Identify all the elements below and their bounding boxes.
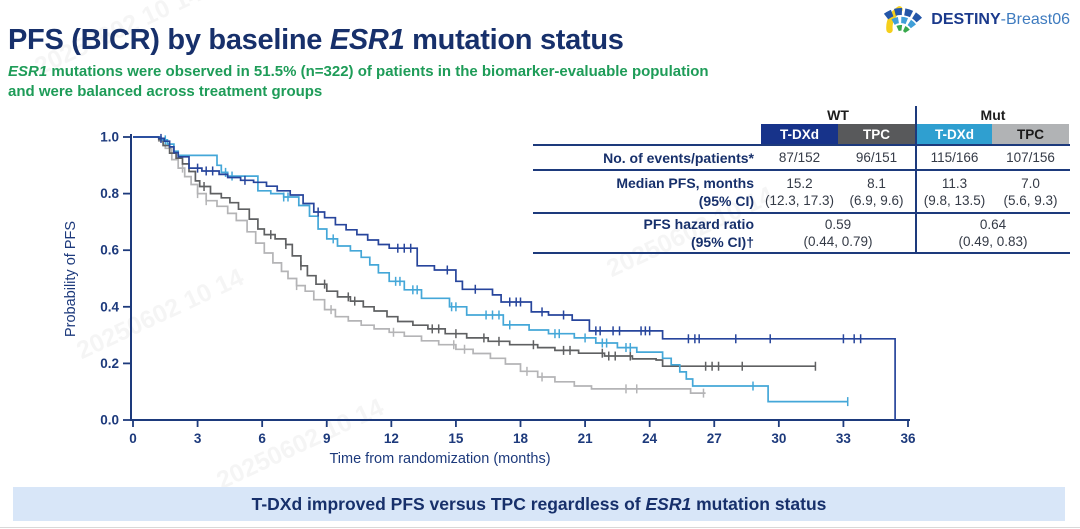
x-tick-label: 24	[642, 431, 658, 446]
page-title: PFS (BICR) by baseline ESR1 mutation sta…	[8, 24, 624, 57]
logo-text: DESTINY-Breast06	[931, 11, 1070, 29]
subtitle-gene: ESR1	[8, 63, 48, 80]
x-tick-label: 9	[323, 431, 331, 446]
x-tick-label: 3	[194, 431, 202, 446]
title-gene: ESR1	[329, 24, 405, 56]
banner-gene: ESR1	[645, 493, 692, 514]
km-curve-tpc-wt-	[133, 136, 816, 368]
subtitle-line2: and were balanced across treatment group…	[8, 83, 323, 100]
y-axis-title: Probability of PFS	[63, 221, 79, 337]
table-arm-header-wt-t-dxd: T-DXd	[761, 124, 838, 144]
table-row-label-median: Median PFS, months (95% CI)	[616, 174, 754, 209]
table-value-events-3: 107/156	[1006, 150, 1055, 165]
y-tick-label: 1.0	[100, 130, 119, 145]
table-arm-header-mut-t-dxd: T-DXd	[915, 124, 992, 144]
x-tick-label: 27	[707, 431, 722, 446]
x-tick-label: 21	[578, 431, 594, 446]
x-axis-title: Time from randomization (months)	[329, 451, 550, 467]
table-value-events-0: 87/152	[778, 150, 821, 165]
subtitle-line1: mutations were observed in 51.5% (n=322)…	[47, 63, 709, 80]
table-group-mut: Mut	[915, 106, 1069, 124]
conclusion-banner: T-DXd improved PFS versus TPC regardless…	[13, 487, 1065, 521]
y-tick-label: 0.8	[100, 186, 119, 201]
subtitle: ESR1 mutations were observed in 51.5% (n…	[8, 62, 709, 102]
km-curve-t-dxd-mut-	[133, 136, 848, 403]
x-tick-label: 33	[836, 431, 852, 446]
km-curve-t-dxd-wt-	[133, 136, 896, 420]
x-tick-label: 36	[900, 431, 916, 446]
table-group-wt: WT	[827, 106, 849, 123]
slide-bottom-edge	[0, 527, 1080, 528]
x-tick-label: 6	[258, 431, 266, 446]
table-arm-header-mut-tpc: TPC	[992, 124, 1069, 144]
table-row-label-hr: PFS hazard ratio (95% CI)†	[643, 216, 754, 250]
x-tick-label: 12	[384, 431, 399, 446]
x-tick-label: 15	[448, 431, 464, 446]
x-tick-label: 30	[771, 431, 786, 446]
table-group-spacer	[533, 106, 761, 124]
table-row-median: Median PFS, months (95% CI) 15.2 (12.3, 17.…	[533, 171, 1070, 214]
table-arm-header-wt-tpc: TPC	[838, 124, 915, 144]
table-value-median-3: 7.0 (5.6, 9.3)	[1003, 175, 1058, 208]
y-tick-label: 0.2	[100, 356, 119, 371]
table-value-events-2: 115/166	[915, 146, 992, 169]
table-value-median-2: 11.3 (9.8, 13.5)	[915, 171, 992, 212]
table-value-hr-1: 0.64 (0.49, 0.83)	[915, 214, 1069, 252]
table-value-median-0: 15.2 (12.3, 17.3)	[764, 175, 835, 208]
destiny-breast06-logo: DESTINY-Breast06	[880, 3, 1070, 37]
table-row-hr: PFS hazard ratio (95% CI)† 0.59 (0.44, 0.79…	[533, 214, 1070, 254]
title-pre: PFS (BICR) by baseline	[8, 24, 330, 56]
banner-post: mutation status	[696, 493, 827, 514]
banner-pre: T-DXd improved PFS versus TPC regardless…	[251, 493, 641, 514]
table-group-row: WT Mut	[533, 106, 1070, 124]
y-tick-label: 0.0	[100, 413, 119, 428]
table-row-label-events: No. of events/patients*	[603, 149, 754, 166]
table-arm-spacer	[533, 124, 761, 144]
logo-text-primary: DESTINY	[931, 11, 1001, 28]
y-tick-label: 0.6	[100, 243, 119, 258]
x-tick-label: 0	[129, 431, 137, 446]
logo-fan-icon	[884, 6, 923, 34]
table-value-events-1: 96/151	[855, 150, 898, 165]
table-arm-header-row: T-DXd TPC T-DXd TPC	[533, 124, 1070, 146]
logo-text-secondary: -Breast06	[1000, 11, 1070, 28]
results-table: WT Mut T-DXd TPC T-DXd TPC No. of events/patie…	[533, 106, 1070, 254]
km-curve-tpc-mut-	[133, 136, 706, 394]
title-post: mutation status	[404, 24, 624, 56]
table-row-events: No. of events/patients* 87/152 96/151 115/1…	[533, 146, 1070, 171]
y-tick-label: 0.4	[100, 299, 119, 314]
table-value-hr-0: 0.59 (0.44, 0.79)	[803, 217, 873, 249]
table-value-median-1: 8.1 (6.9, 9.6)	[849, 175, 904, 208]
x-tick-label: 18	[513, 431, 529, 446]
